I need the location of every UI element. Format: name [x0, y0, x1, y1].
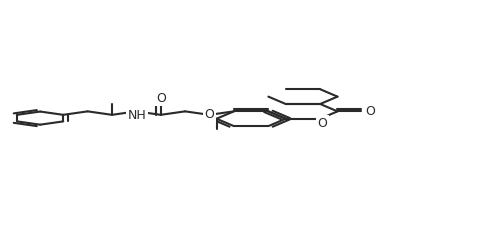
Text: O: O: [317, 117, 327, 130]
Text: O: O: [204, 108, 214, 121]
Text: NH: NH: [128, 109, 146, 122]
Text: O: O: [365, 105, 375, 118]
Text: O: O: [156, 92, 166, 105]
